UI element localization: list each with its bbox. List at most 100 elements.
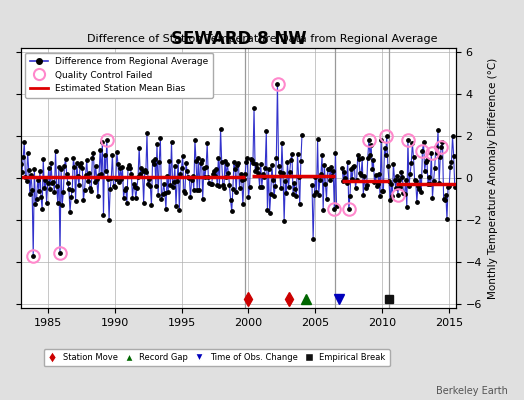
Point [84, 178, 92, 185]
Point [124, 164, 132, 171]
Point [446, 164, 454, 170]
Point [266, 210, 274, 216]
Point [296, 200, 304, 207]
Point [364, 154, 372, 161]
Point [315, 177, 324, 184]
Point [289, 191, 297, 197]
Point [52, 182, 61, 189]
Text: Difference of Station Temperature Data from Regional Average: Difference of Station Temperature Data f… [87, 34, 437, 44]
Point [46, 186, 54, 192]
Point [54, 164, 63, 170]
Point [202, 164, 210, 170]
Point [377, 137, 385, 143]
Point [288, 151, 296, 157]
Point [112, 176, 120, 182]
Point [132, 195, 140, 202]
Point [248, 157, 256, 164]
Point [331, 150, 340, 156]
Point [254, 170, 263, 176]
Point [225, 182, 234, 189]
Point [262, 128, 270, 134]
Point [129, 181, 138, 188]
Point [236, 171, 245, 177]
Point [56, 250, 64, 257]
Point [451, 184, 459, 190]
Point [398, 174, 407, 180]
Point [443, 216, 451, 222]
Point [25, 167, 33, 174]
Point [282, 190, 291, 196]
Point [87, 188, 95, 194]
Point [174, 158, 182, 164]
Point [237, 177, 246, 183]
Point [222, 173, 231, 180]
Point [31, 201, 40, 207]
Point [384, 162, 392, 169]
Point [30, 166, 39, 172]
Point [35, 188, 43, 194]
Point [449, 133, 457, 139]
Point [415, 186, 423, 193]
Point [67, 194, 75, 200]
Point [235, 185, 244, 192]
Point [427, 150, 435, 156]
Text: Berkeley Earth: Berkeley Earth [436, 386, 508, 396]
Point [92, 163, 100, 170]
Point [208, 181, 216, 187]
Point [153, 140, 161, 147]
Point [268, 162, 276, 168]
Point [408, 140, 417, 146]
Point [328, 173, 336, 180]
Point [148, 158, 157, 164]
Point [113, 149, 121, 156]
Point [61, 156, 70, 163]
Point [395, 176, 403, 183]
Point [186, 194, 194, 201]
Point [399, 190, 408, 196]
Point [94, 193, 102, 199]
Point [277, 185, 285, 192]
Point [311, 174, 320, 181]
Point [165, 158, 173, 164]
Point [360, 172, 368, 179]
Point [17, 161, 25, 167]
Point [117, 176, 126, 182]
Point [114, 160, 122, 167]
Point [21, 174, 30, 180]
Point [217, 158, 226, 165]
Point [351, 184, 359, 191]
Point [321, 181, 330, 187]
Point [116, 164, 124, 171]
Point [166, 182, 174, 188]
Point [255, 184, 264, 190]
Point [232, 189, 241, 195]
Title: SEWARD 8 NW: SEWARD 8 NW [171, 30, 306, 48]
Point [425, 174, 433, 180]
Point [39, 156, 48, 162]
Point [78, 164, 86, 171]
Point [379, 188, 388, 195]
Point [294, 174, 303, 180]
Point [128, 195, 137, 201]
Point [133, 185, 141, 192]
Y-axis label: Monthly Temperature Anomaly Difference (°C): Monthly Temperature Anomaly Difference (… [488, 57, 498, 299]
Point [249, 160, 257, 167]
Point [420, 167, 429, 174]
Point [80, 187, 89, 193]
Point [59, 189, 68, 196]
Point [316, 171, 325, 178]
Point [224, 169, 233, 176]
Point [161, 190, 169, 196]
Point [378, 188, 387, 194]
Point [47, 160, 55, 166]
Point [348, 176, 356, 182]
Point [417, 189, 425, 195]
Point [286, 169, 294, 175]
Point [63, 180, 72, 186]
Point [240, 176, 248, 182]
Point [355, 156, 363, 162]
Point [74, 173, 82, 180]
Point [198, 157, 206, 164]
Point [269, 177, 277, 183]
Point [383, 133, 391, 139]
